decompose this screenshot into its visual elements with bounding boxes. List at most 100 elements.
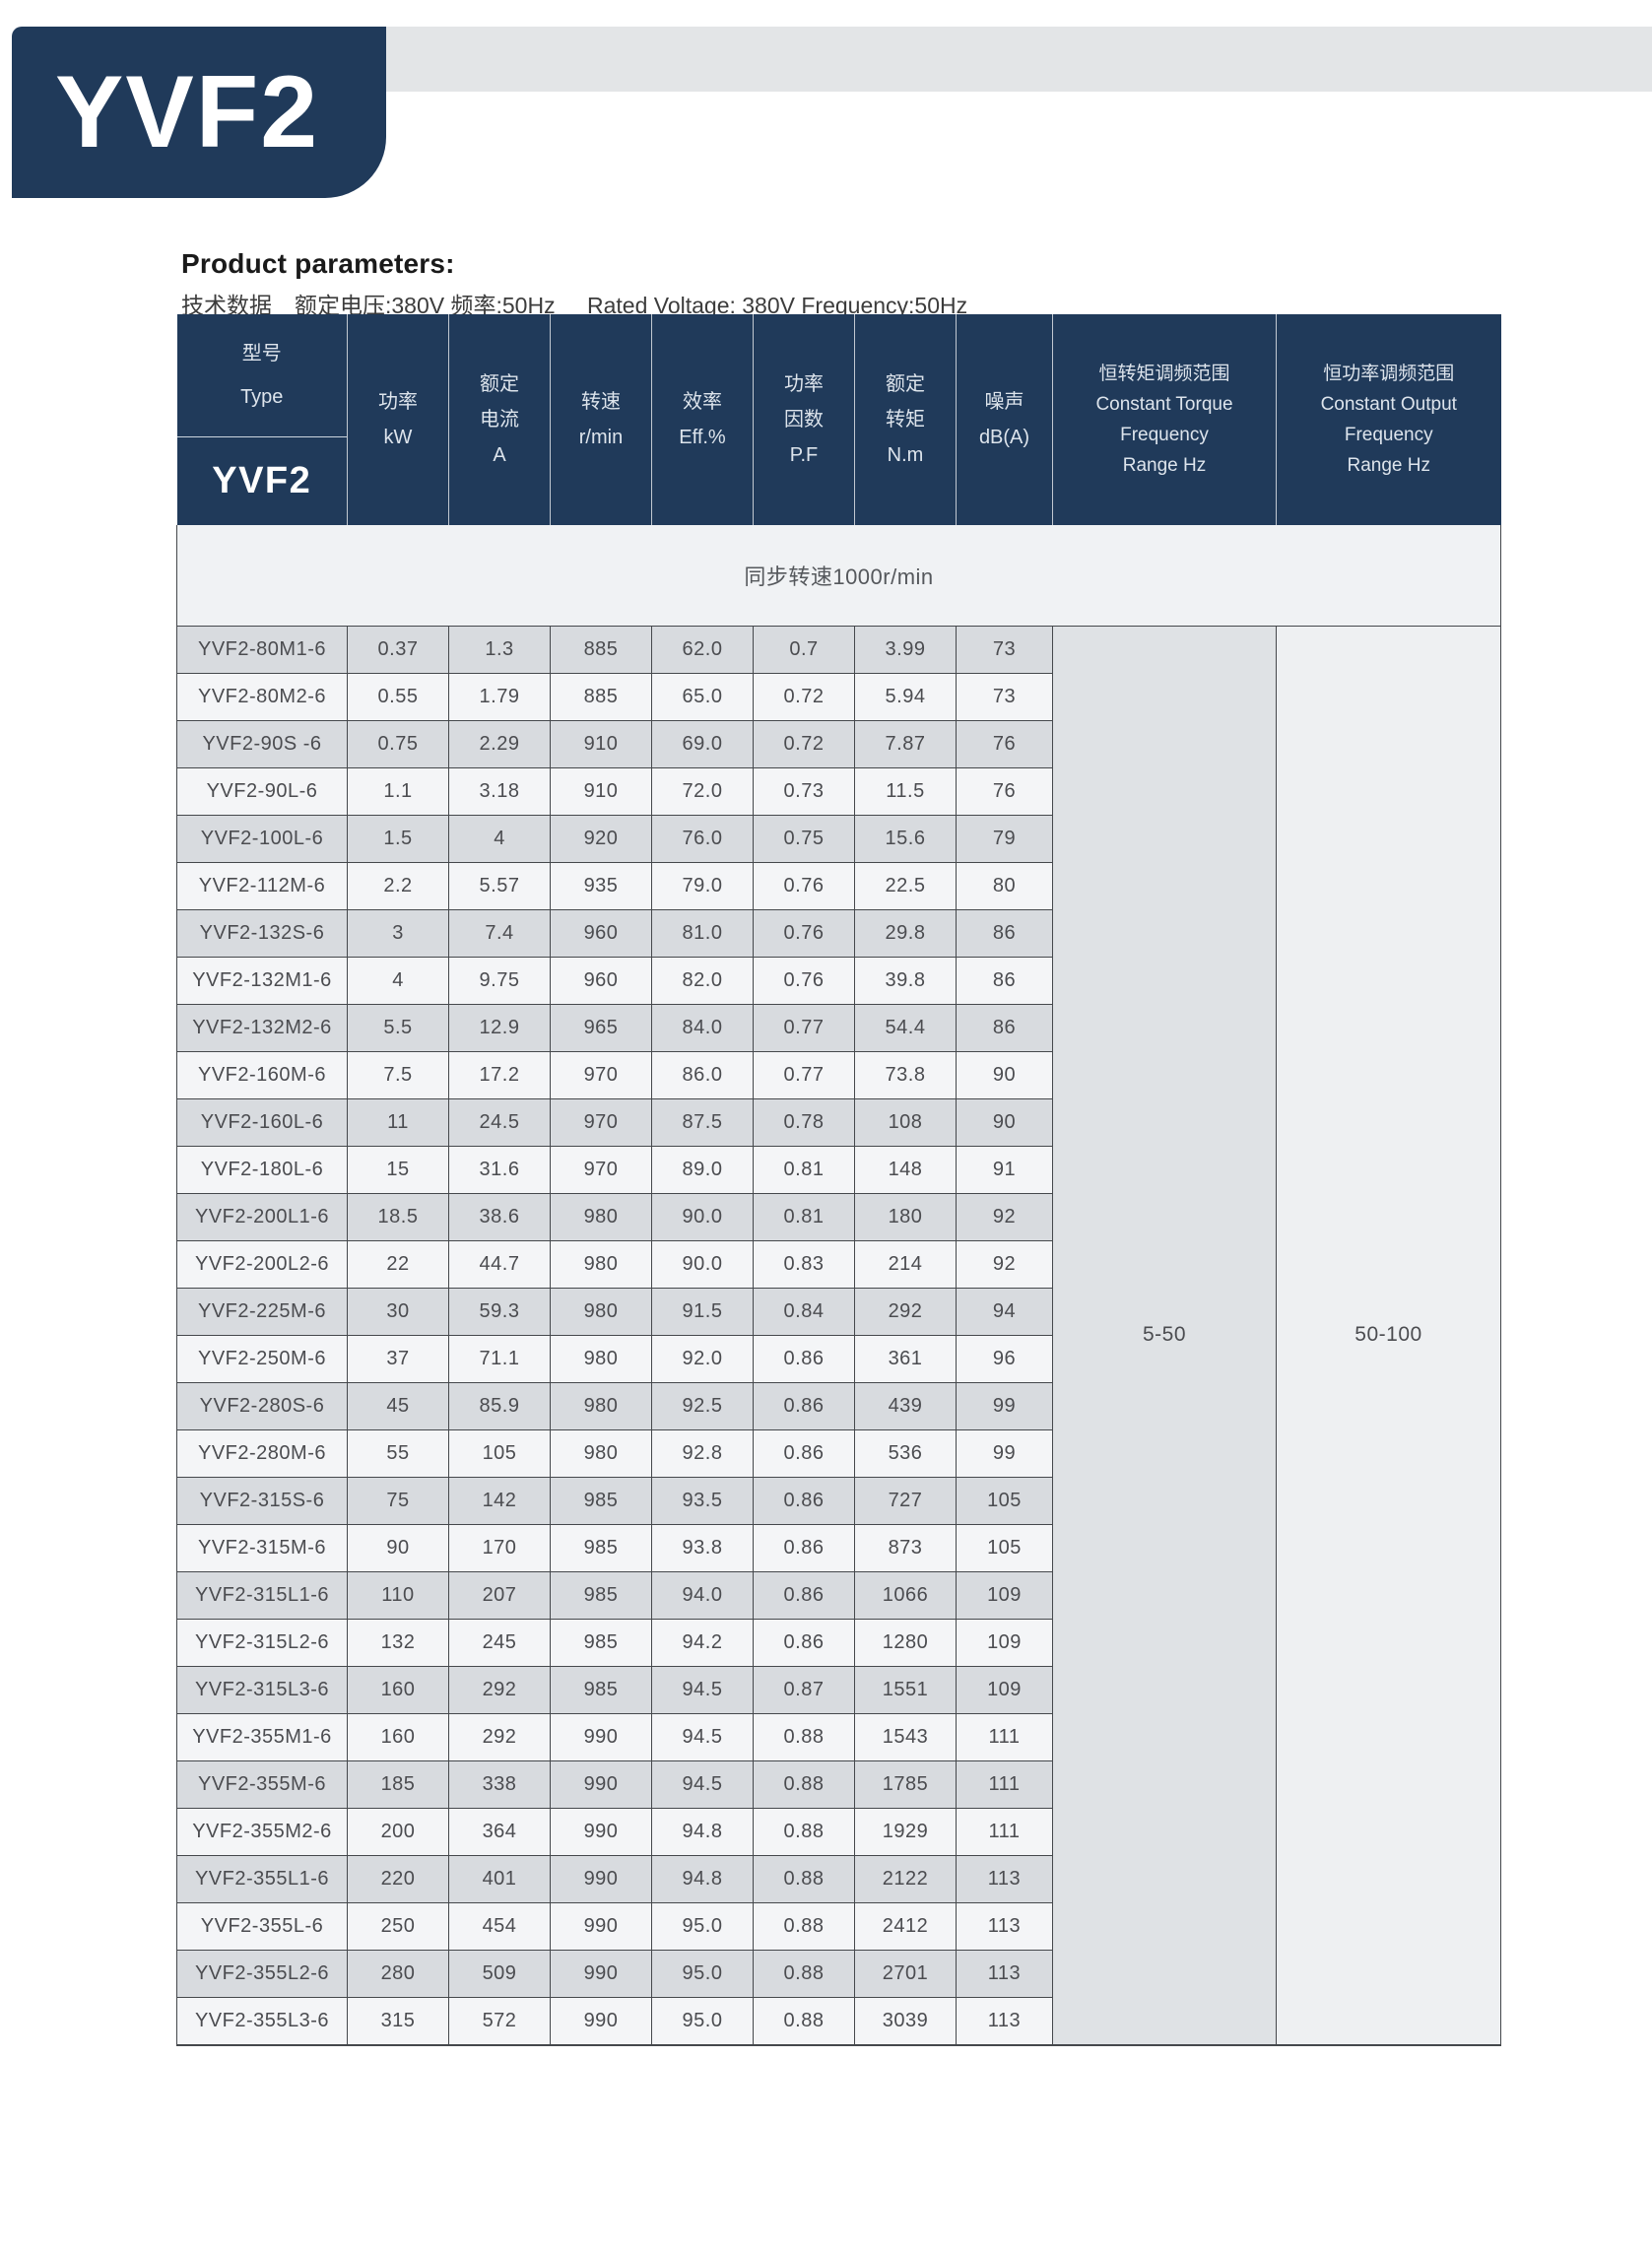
noise-cell: 73 xyxy=(956,673,1053,721)
speed-cell: 935 xyxy=(550,862,652,910)
noise-cell: 111 xyxy=(956,1808,1053,1856)
type-cell: YVF2-80M1-6 xyxy=(176,626,348,674)
table-row: YVF2-250M-6 37 71.1 980 92.0 0.86 361 96 xyxy=(176,1335,1501,1383)
page-subtitle: 技术数据 额定电压:380V 频率:50Hz Rated Voltage: 38… xyxy=(181,287,967,320)
efficiency-cell: 94.0 xyxy=(651,1571,754,1620)
type-cell: YVF2-250M-6 xyxy=(176,1335,348,1383)
efficiency-cell: 95.0 xyxy=(651,1902,754,1951)
rated-torque-cell: 361 xyxy=(854,1335,957,1383)
rated-torque-cell: 39.8 xyxy=(854,957,957,1005)
col-header-speed: 转速 r/min xyxy=(550,314,652,525)
speed-cell: 985 xyxy=(550,1571,652,1620)
power-factor-cell: 0.81 xyxy=(753,1193,855,1241)
power-kw-cell: 250 xyxy=(347,1902,449,1951)
speed-cell: 990 xyxy=(550,1997,652,2046)
power-kw-cell: 2.2 xyxy=(347,862,449,910)
rated-torque-cell: 1785 xyxy=(854,1760,957,1809)
speed-cell: 960 xyxy=(550,909,652,958)
rated-current-cell: 9.75 xyxy=(448,957,551,1005)
header-line: 额定 xyxy=(480,373,519,395)
power-factor-cell: 0.77 xyxy=(753,1004,855,1052)
noise-cell: 92 xyxy=(956,1240,1053,1289)
constant-torque-range-cell: 5-50 xyxy=(1052,626,1277,2046)
table-row: YVF2-180L-6 15 31.6 970 89.0 0.81 148 91 xyxy=(176,1146,1501,1194)
power-factor-cell: 0.72 xyxy=(753,720,855,768)
power-factor-cell: 0.84 xyxy=(753,1288,855,1336)
noise-cell: 109 xyxy=(956,1619,1053,1667)
page-title: Product parameters: xyxy=(181,248,455,279)
speed-cell: 920 xyxy=(550,815,652,863)
header-line: Eff.% xyxy=(679,427,726,448)
rated-torque-cell: 292 xyxy=(854,1288,957,1336)
efficiency-cell: 95.0 xyxy=(651,1997,754,2046)
speed-cell: 970 xyxy=(550,1051,652,1099)
efficiency-cell: 69.0 xyxy=(651,720,754,768)
table-row: YVF2-355L-6 250 454 990 95.0 0.88 2412 113 xyxy=(176,1902,1501,1951)
col-header-power: 功率 kW xyxy=(347,314,449,525)
rated-current-cell: 454 xyxy=(448,1902,551,1951)
power-kw-cell: 1.5 xyxy=(347,815,449,863)
type-cell: YVF2-160M-6 xyxy=(176,1051,348,1099)
power-factor-cell: 0.83 xyxy=(753,1240,855,1289)
power-factor-cell: 0.88 xyxy=(753,1997,855,2046)
header-line: Range Hz xyxy=(1122,455,1207,476)
power-factor-cell: 0.88 xyxy=(753,1902,855,1951)
header-line: 功率 xyxy=(784,373,824,395)
table-row: YVF2-355L1-6 220 401 990 94.8 0.88 2122 113 xyxy=(176,1855,1501,1903)
table-row: YVF2-355M1-6 160 292 990 94.5 0.88 1543 111 xyxy=(176,1713,1501,1761)
noise-cell: 111 xyxy=(956,1760,1053,1809)
sync-speed-label: 同步转速1000r/min xyxy=(176,525,1501,627)
speed-cell: 980 xyxy=(550,1193,652,1241)
rated-current-cell: 31.6 xyxy=(448,1146,551,1194)
table-row: YVF2-225M-6 30 59.3 980 91.5 0.84 292 94 xyxy=(176,1288,1501,1336)
subheader-row: 同步转速1000r/min xyxy=(176,525,1501,627)
header-line: 恒转矩调频范围 xyxy=(1098,364,1230,384)
noise-cell: 113 xyxy=(956,1950,1053,1998)
rated-current-cell: 142 xyxy=(448,1477,551,1525)
rated-current-cell: 4 xyxy=(448,815,551,863)
table-row: YVF2-315S-6 75 142 985 93.5 0.86 727 105 xyxy=(176,1477,1501,1525)
power-kw-cell: 200 xyxy=(347,1808,449,1856)
table-row: YVF2-80M1-6 0.37 1.3 885 62.0 0.7 3.99 73 5-50 50… xyxy=(176,626,1501,2046)
type-cell: YVF2-280M-6 xyxy=(176,1429,348,1478)
rated-current-cell: 38.6 xyxy=(448,1193,551,1241)
power-kw-cell: 55 xyxy=(347,1429,449,1478)
power-factor-cell: 0.86 xyxy=(753,1335,855,1383)
efficiency-cell: 86.0 xyxy=(651,1051,754,1099)
subtitle-en: Rated Voltage: 380V Frequency:50Hz xyxy=(586,293,968,318)
power-kw-cell: 18.5 xyxy=(347,1193,449,1241)
speed-cell: 990 xyxy=(550,1760,652,1809)
rated-torque-cell: 29.8 xyxy=(854,909,957,958)
rated-current-cell: 7.4 xyxy=(448,909,551,958)
rated-current-cell: 1.3 xyxy=(448,626,551,674)
speed-cell: 885 xyxy=(550,626,652,674)
header-line: 效率 xyxy=(683,391,722,413)
speed-cell: 970 xyxy=(550,1098,652,1147)
table-row: YVF2-132S-6 3 7.4 960 81.0 0.76 29.8 86 xyxy=(176,909,1501,958)
rated-torque-cell: 1066 xyxy=(854,1571,957,1620)
series-badge: YVF2 xyxy=(12,27,386,198)
noise-cell: 99 xyxy=(956,1382,1053,1430)
type-cell: YVF2-225M-6 xyxy=(176,1288,348,1336)
speed-cell: 980 xyxy=(550,1240,652,1289)
noise-cell: 90 xyxy=(956,1051,1053,1099)
type-cell: YVF2-315L2-6 xyxy=(176,1619,348,1667)
rated-torque-cell: 15.6 xyxy=(854,815,957,863)
rated-torque-cell: 148 xyxy=(854,1146,957,1194)
rated-torque-cell: 3.99 xyxy=(854,626,957,674)
speed-cell: 910 xyxy=(550,720,652,768)
speed-cell: 990 xyxy=(550,1713,652,1761)
power-kw-cell: 7.5 xyxy=(347,1051,449,1099)
type-cell: YVF2-355L2-6 xyxy=(176,1950,348,1998)
rated-torque-cell: 22.5 xyxy=(854,862,957,910)
type-cell: YVF2-100L-6 xyxy=(176,815,348,863)
header-line: N.m xyxy=(887,444,924,466)
type-cell: YVF2-200L1-6 xyxy=(176,1193,348,1241)
col-header-constant-torque-range: 恒转矩调频范围 Constant Torque Frequency Range … xyxy=(1052,314,1277,525)
header-line: Frequency xyxy=(1120,425,1209,445)
power-factor-cell: 0.86 xyxy=(753,1619,855,1667)
speed-cell: 990 xyxy=(550,1855,652,1903)
top-accent-bar xyxy=(296,27,1652,92)
power-factor-cell: 0.87 xyxy=(753,1666,855,1714)
rated-torque-cell: 214 xyxy=(854,1240,957,1289)
